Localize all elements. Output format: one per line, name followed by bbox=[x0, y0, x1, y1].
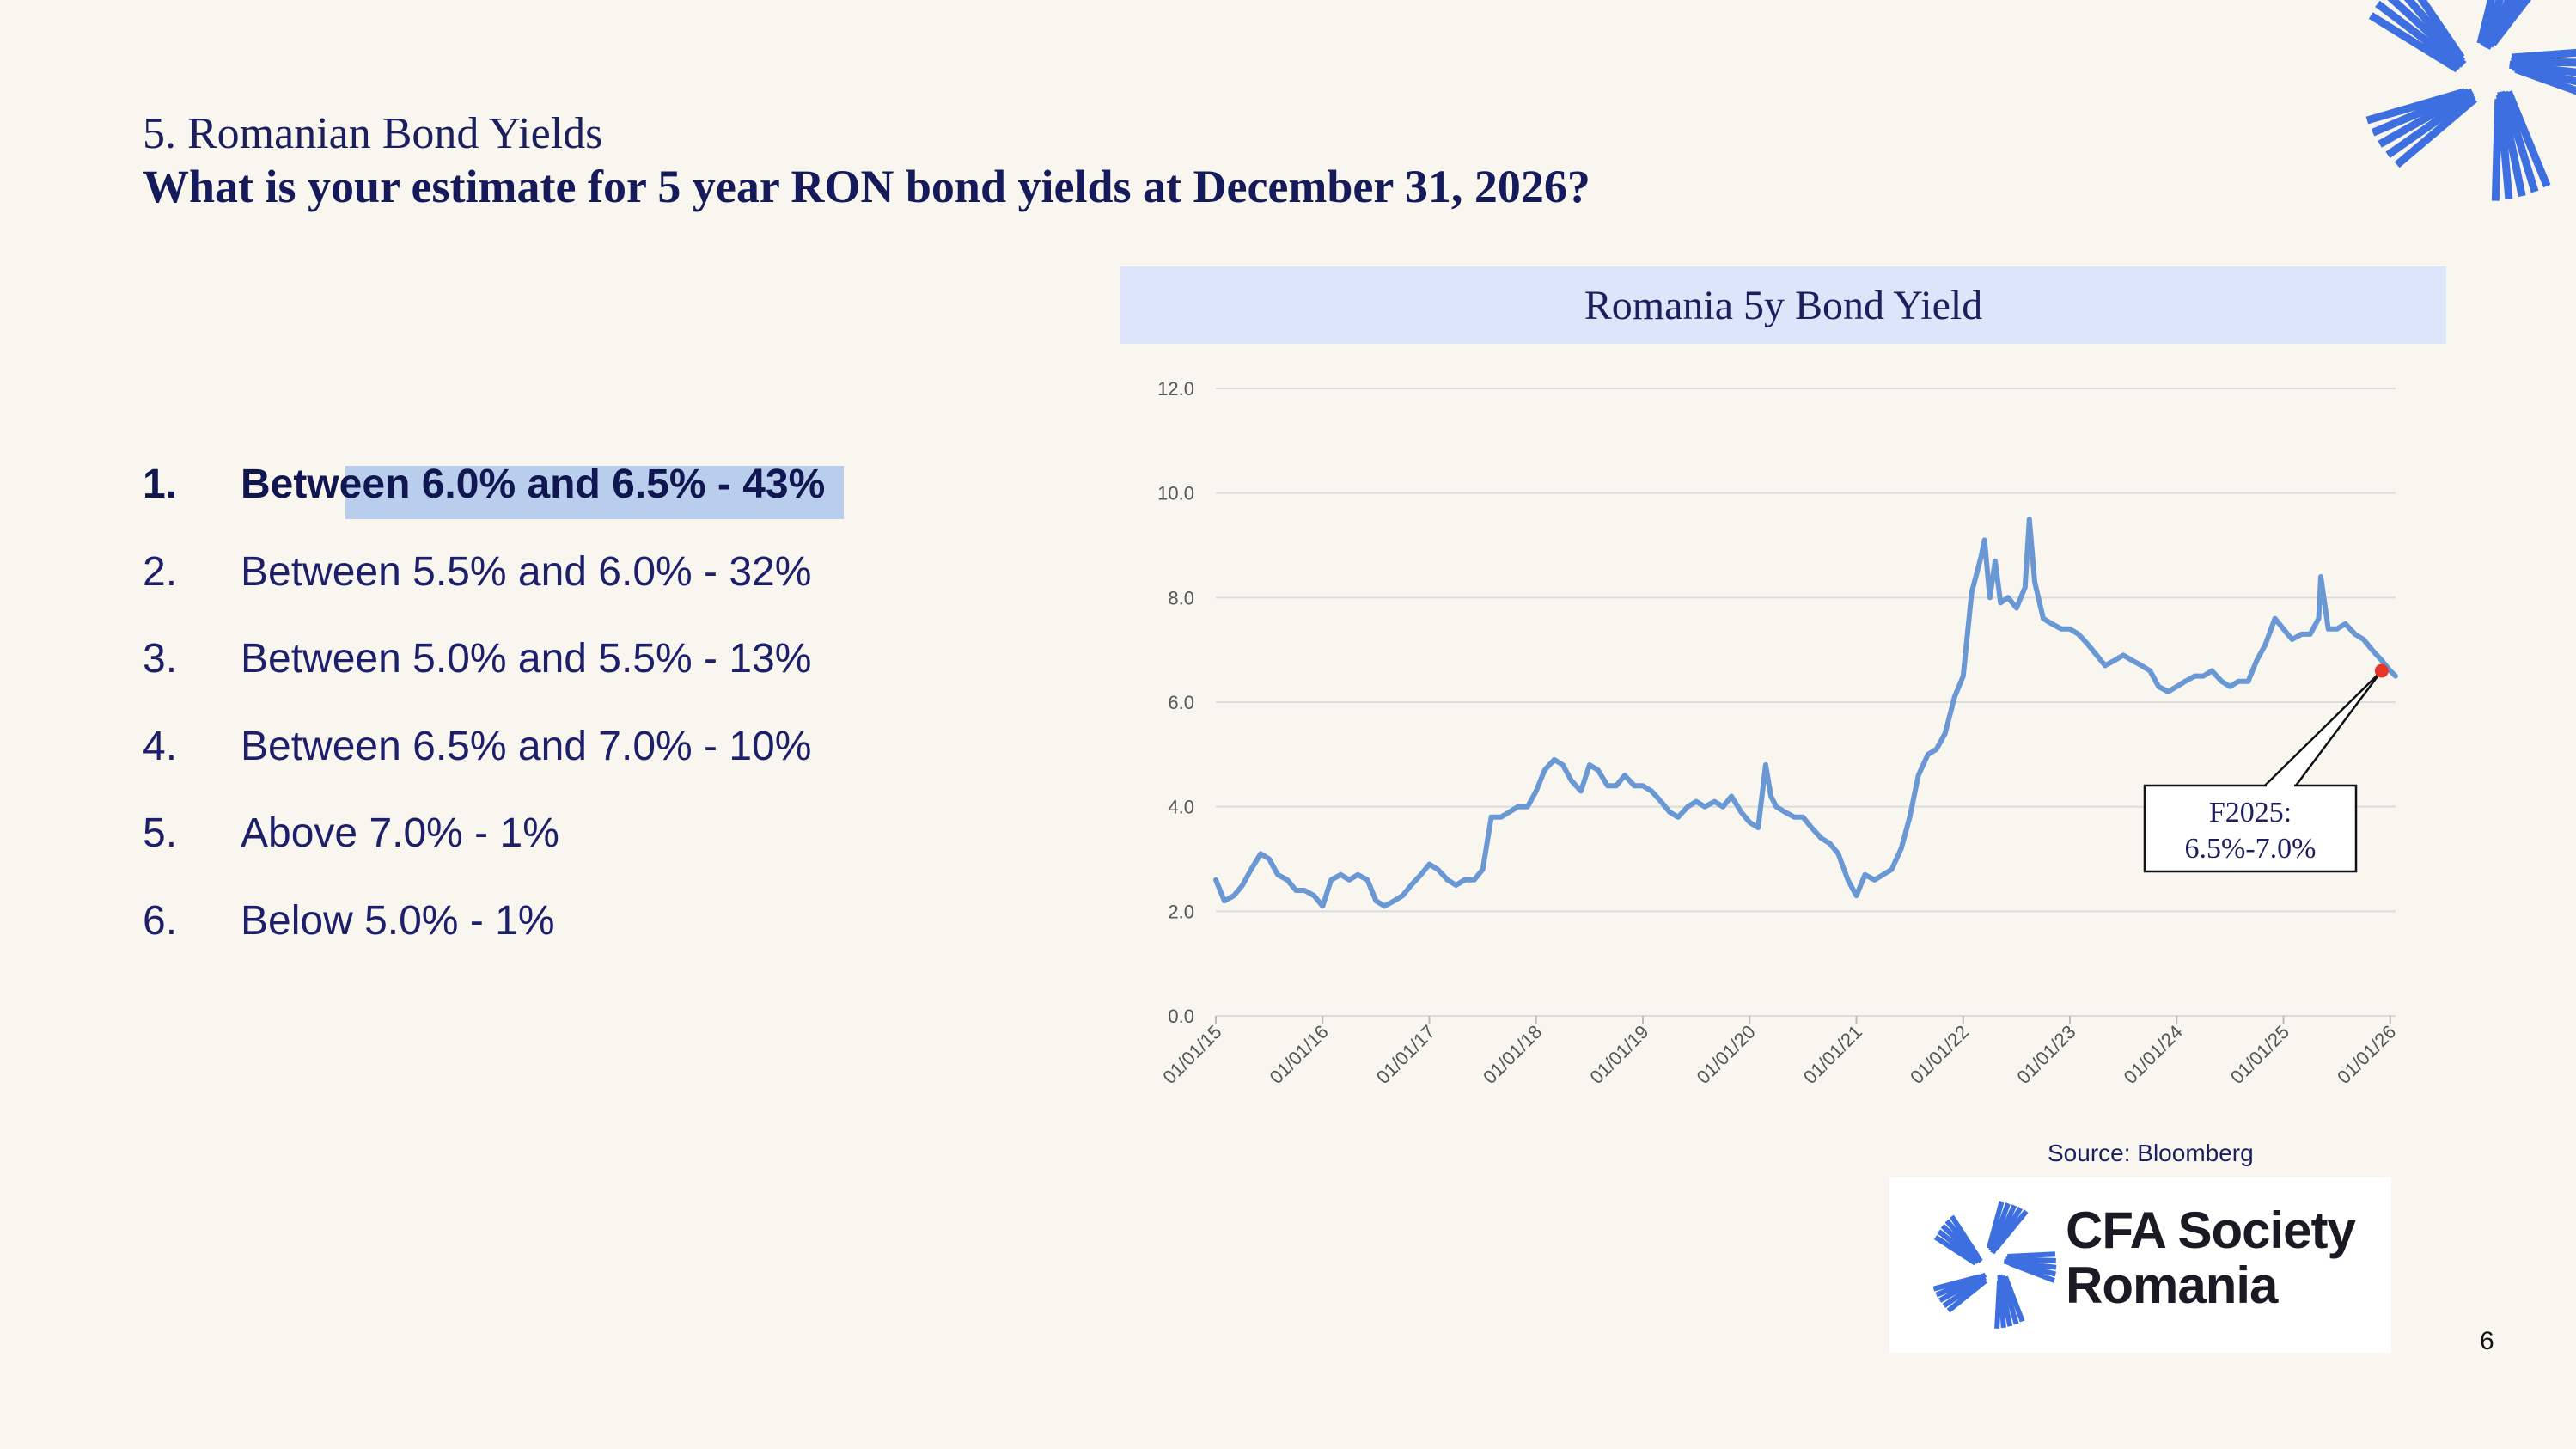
starburst-ray bbox=[1993, 1209, 2029, 1250]
option-item: 4. Between 6.5% and 7.0% - 10% bbox=[143, 723, 825, 810]
y-tick-label: 0.0 bbox=[1168, 1006, 1194, 1027]
selection-highlight bbox=[345, 466, 844, 519]
logo-text: CFA Society Romania bbox=[2066, 1201, 2356, 1314]
option-item: 1. Between 6.0% and 6.5% - 43% bbox=[143, 461, 825, 548]
x-tick-label: 01/01/26 bbox=[2333, 1021, 2400, 1088]
starburst-ray bbox=[1999, 1275, 2019, 1325]
option-number: 1. bbox=[143, 462, 178, 507]
starburst-ray bbox=[2511, 57, 2576, 67]
starburst-ray bbox=[1937, 1229, 1981, 1264]
x-tick-label: 01/01/16 bbox=[1266, 1021, 1333, 1088]
starburst-ray bbox=[1932, 1274, 1981, 1292]
x-tick-label: 01/01/19 bbox=[1585, 1021, 1652, 1088]
starburst-ray bbox=[2375, 0, 2463, 70]
callout-label-line2: 6.5%-7.0% bbox=[2185, 833, 2317, 865]
option-item: 5. Above 7.0% - 1% bbox=[143, 810, 825, 897]
starburst-ray bbox=[2512, 48, 2576, 62]
starburst-ray bbox=[1994, 1281, 2003, 1329]
starburst-ray bbox=[2500, 90, 2539, 193]
option-number: 2. bbox=[143, 548, 178, 595]
y-tick-label: 6.0 bbox=[1168, 692, 1194, 713]
x-tick-label: 01/01/15 bbox=[1158, 1021, 1225, 1088]
y-tick-label: 10.0 bbox=[1157, 483, 1194, 504]
option-item: 6. Below 5.0% - 1% bbox=[143, 897, 825, 985]
option-label[interactable]: Below 5.0% - 1% bbox=[241, 897, 555, 944]
slide-subtitle: 5. Romanian Bond Yields bbox=[143, 109, 603, 158]
callout-pointer bbox=[2262, 669, 2383, 787]
forecast-marker bbox=[2374, 663, 2389, 678]
x-tick-label: 01/01/23 bbox=[2012, 1021, 2079, 1088]
starburst-ray bbox=[2394, 95, 2478, 168]
x-tick-label: 01/01/22 bbox=[1906, 1021, 1973, 1088]
starburst-ray bbox=[1988, 1202, 2011, 1252]
x-tick-label: 01/01/25 bbox=[2226, 1021, 2293, 1088]
starburst-ray bbox=[2489, 0, 2531, 46]
option-label[interactable]: Between 6.5% and 7.0% - 10% bbox=[241, 723, 812, 769]
starburst-ray bbox=[1949, 1214, 1981, 1258]
starburst-ray bbox=[2003, 1275, 2025, 1323]
option-number: 3. bbox=[143, 636, 178, 682]
cfa-logo: CFA Society Romania bbox=[1889, 1177, 2391, 1353]
starburst-ray bbox=[2417, 0, 2465, 60]
x-tick-label: 01/01/24 bbox=[2120, 1021, 2187, 1088]
x-tick-label: 01/01/17 bbox=[1372, 1021, 1439, 1088]
option-item: 2. Between 5.5% and 6.0% - 32% bbox=[143, 548, 825, 636]
starburst-ray bbox=[2007, 1251, 2056, 1259]
callout-box bbox=[2143, 784, 2358, 873]
starburst-ray bbox=[2505, 90, 2551, 188]
x-tick-label: 01/01/20 bbox=[1693, 1021, 1760, 1088]
chart-title: Romania 5y Bond Yield bbox=[1120, 266, 2446, 344]
starburst-ray bbox=[2005, 1256, 2056, 1263]
y-tick-label: 12.0 bbox=[1157, 378, 1194, 400]
starburst-ray bbox=[2480, 0, 2504, 47]
starburst-ray bbox=[2365, 88, 2466, 125]
starburst-ray bbox=[1933, 1234, 1977, 1266]
corner-starburst-icon bbox=[2365, 0, 2576, 201]
option-item: 3. Between 5.0% and 5.5% - 13% bbox=[143, 635, 825, 723]
starburst-ray bbox=[2491, 98, 2503, 201]
x-tick-label: 01/01/18 bbox=[1479, 1021, 1546, 1088]
option-number: 6. bbox=[143, 897, 178, 944]
y-tick-label: 4.0 bbox=[1168, 797, 1194, 818]
option-label[interactable]: Above 7.0% - 1% bbox=[241, 810, 559, 856]
starburst-ray bbox=[2008, 1261, 2055, 1283]
option-label[interactable]: Between 5.0% and 5.5% - 13% bbox=[241, 636, 812, 682]
option-label[interactable]: Between 6.0% and 6.5% - 43% bbox=[241, 462, 826, 507]
starburst-ray bbox=[1946, 1278, 1987, 1313]
answer-options-list: 1. Between 6.0% and 6.5% - 43% 2. Betwee… bbox=[143, 461, 825, 984]
starburst-ray bbox=[2385, 92, 2476, 158]
chart-source: Source: Bloomberg bbox=[2048, 1140, 2254, 1166]
starburst-ray bbox=[2476, 0, 2495, 45]
y-tick-label: 2.0 bbox=[1168, 901, 1194, 922]
callout-label-line1: F2025: bbox=[2209, 797, 2292, 828]
y-tick-label: 8.0 bbox=[1168, 587, 1194, 608]
option-label[interactable]: Between 5.5% and 6.0% - 32% bbox=[241, 548, 812, 595]
slide-question: What is your estimate for 5 year RON bon… bbox=[143, 161, 1590, 212]
logo-line2: Romania bbox=[2066, 1256, 2278, 1314]
yield-series-line bbox=[1213, 517, 2398, 909]
option-number: 5. bbox=[143, 810, 178, 856]
starburst-ray bbox=[2514, 65, 2576, 95]
starburst-ray bbox=[1986, 1201, 2005, 1250]
cfa-starburst-icon bbox=[1932, 1201, 2057, 1329]
page-number: 6 bbox=[2480, 1327, 2494, 1355]
option-number: 4. bbox=[143, 723, 178, 769]
logo-line1: CFA Society bbox=[2066, 1201, 2356, 1259]
x-tick-label: 01/01/21 bbox=[1799, 1021, 1866, 1088]
starburst-ray bbox=[2368, 12, 2460, 73]
starburst-ray bbox=[1942, 1275, 1987, 1308]
